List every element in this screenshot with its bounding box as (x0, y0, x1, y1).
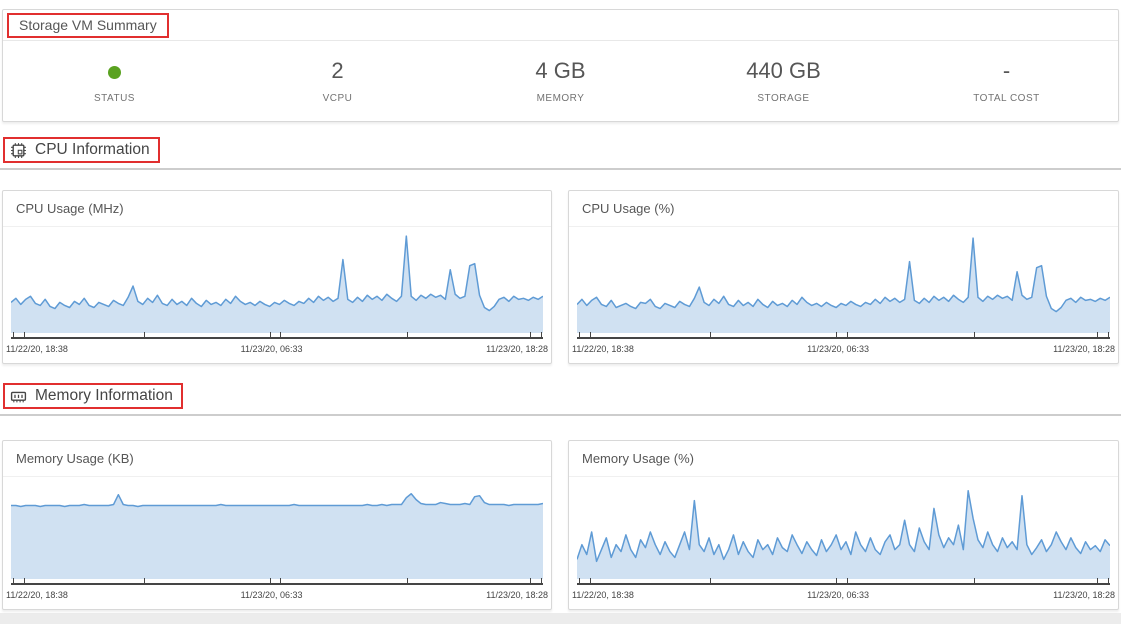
status-value (3, 56, 226, 86)
status-label: STATUS (94, 93, 135, 104)
annotation-box-cpu-header: CPU Information (3, 137, 160, 163)
x-label-end: 11/23/20, 18:28 (486, 344, 548, 354)
x-axis-cpu-pct (577, 332, 1110, 339)
x-axis-labels: 11/22/20, 18:38 11/23/20, 06:33 11/23/20… (572, 590, 1115, 601)
total-cost-label: TOTAL COST (973, 93, 1040, 104)
x-label-start: 11/22/20, 18:38 (6, 590, 68, 600)
memory-label: MEMORY (536, 93, 585, 104)
area-chart-memory-usage-pct[interactable] (577, 481, 1110, 579)
area-chart-cpu-usage-mhz[interactable] (11, 231, 543, 333)
x-axis-labels: 11/22/20, 18:38 11/23/20, 06:33 11/23/20… (572, 344, 1115, 355)
memory-section-title: Memory Information (35, 387, 173, 404)
memory-charts-row: Memory Usage (KB) 11/22/20, 18:38 11/23/… (2, 440, 1119, 610)
x-axis-cpu-mhz (11, 332, 543, 339)
memory-ram-icon (10, 391, 27, 402)
x-label-start: 11/22/20, 18:38 (6, 344, 68, 354)
memory-section-divider (0, 414, 1121, 416)
summary-stats-row: STATUS 2 VCPU 4 GB MEMORY 440 GB STORAGE… (3, 41, 1118, 104)
chart-title-memory-kb: Memory Usage (KB) (3, 441, 551, 477)
annotation-box-memory-header: Memory Information (3, 383, 183, 409)
x-axis-labels: 11/22/20, 18:38 11/23/20, 06:33 11/23/20… (6, 344, 548, 355)
cpu-chip-icon (11, 142, 26, 158)
summary-title: Storage VM Summary (19, 16, 157, 33)
total-cost-value: - (1002, 58, 1011, 83)
annotation-box-summary-title: Storage VM Summary (7, 12, 169, 38)
stat-status: STATUS (3, 56, 226, 104)
chart-card-cpu-usage-mhz: CPU Usage (MHz) 11/22/20, 18:38 11/23/20… (2, 190, 552, 364)
x-label-start: 11/22/20, 18:38 (572, 344, 634, 354)
chart-card-memory-usage-kb: Memory Usage (KB) 11/22/20, 18:38 11/23/… (2, 440, 552, 610)
stat-total-cost: - TOTAL COST (895, 56, 1118, 104)
cpu-section-divider (0, 168, 1121, 170)
x-label-end: 11/23/20, 18:28 (1053, 590, 1115, 600)
page-bottom-band (0, 613, 1121, 624)
storage-vm-summary-card: Storage VM Summary STATUS 2 VCPU 4 GB ME… (2, 9, 1119, 122)
memory-section-header: Memory Information (0, 382, 1121, 410)
storage-label: STORAGE (757, 93, 810, 104)
x-label-end: 11/23/20, 18:28 (486, 590, 548, 600)
status-dot-icon (108, 65, 121, 79)
x-label-start: 11/22/20, 18:38 (572, 590, 634, 600)
cpu-section-header: CPU Information (0, 136, 1121, 164)
area-chart-cpu-usage-pct[interactable] (577, 231, 1110, 333)
cpu-section-title: CPU Information (35, 141, 150, 158)
stat-memory: 4 GB MEMORY (449, 56, 672, 104)
x-axis-memory-kb (11, 578, 543, 585)
stat-storage: 440 GB STORAGE (672, 56, 895, 104)
x-label-mid: 11/23/20, 06:33 (240, 344, 303, 354)
area-chart-memory-usage-kb[interactable] (11, 481, 543, 579)
vcpu-label: VCPU (322, 93, 353, 104)
x-label-mid: 11/23/20, 06:33 (240, 590, 303, 600)
chart-card-cpu-usage-pct: CPU Usage (%) 11/22/20, 18:38 11/23/20, … (568, 190, 1119, 364)
chart-title-cpu-mhz: CPU Usage (MHz) (3, 191, 551, 227)
x-axis-labels: 11/22/20, 18:38 11/23/20, 06:33 11/23/20… (6, 590, 548, 601)
x-label-mid: 11/23/20, 06:33 (807, 590, 870, 600)
x-label-end: 11/23/20, 18:28 (1053, 344, 1115, 354)
vcpu-value: 2 (331, 58, 344, 83)
x-axis-memory-pct (577, 578, 1110, 585)
cpu-charts-row: CPU Usage (MHz) 11/22/20, 18:38 11/23/20… (2, 190, 1119, 364)
chart-card-memory-usage-pct: Memory Usage (%) 11/22/20, 18:38 11/23/2… (568, 440, 1119, 610)
chart-title-memory-pct: Memory Usage (%) (569, 441, 1118, 477)
x-label-mid: 11/23/20, 06:33 (807, 344, 870, 354)
memory-value: 4 GB (535, 58, 586, 83)
storage-value: 440 GB (746, 58, 821, 83)
stat-vcpu: 2 VCPU (226, 56, 449, 104)
chart-title-cpu-pct: CPU Usage (%) (569, 191, 1118, 227)
summary-title-row: Storage VM Summary (3, 10, 1118, 41)
